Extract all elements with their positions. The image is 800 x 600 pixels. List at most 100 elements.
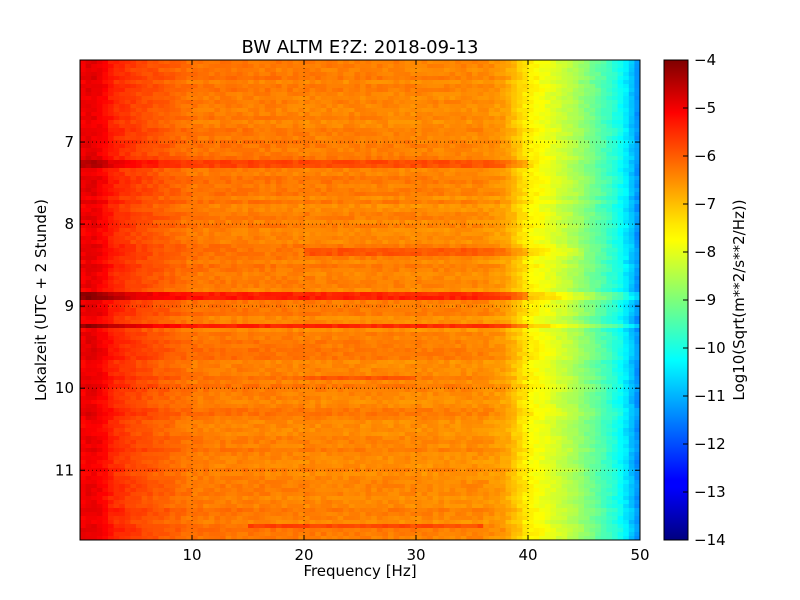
heatmap-cell — [169, 72, 176, 77]
heatmap-cell — [180, 108, 187, 113]
heatmap-cell — [348, 72, 355, 77]
heatmap-cell — [287, 84, 294, 89]
heatmap-cell — [141, 132, 148, 137]
heatmap-cell — [281, 228, 288, 233]
heatmap-cell — [522, 200, 529, 205]
heatmap-cell — [533, 72, 540, 77]
heatmap-cell — [124, 80, 131, 85]
heatmap-cell — [248, 172, 254, 177]
heatmap-cell — [298, 104, 305, 109]
heatmap-cell — [147, 112, 154, 117]
heatmap-cell — [136, 60, 142, 65]
heatmap-cell — [617, 88, 624, 93]
heatmap-cell — [589, 96, 596, 101]
heatmap-cell — [483, 148, 490, 153]
heatmap-cell — [416, 232, 422, 237]
heatmap-cell — [556, 236, 562, 241]
heatmap-cell — [595, 236, 602, 241]
heatmap-cell — [544, 216, 551, 221]
heatmap-cell — [455, 80, 462, 85]
heatmap-cell — [102, 180, 109, 185]
heatmap-cell — [208, 88, 215, 93]
heatmap-cell — [152, 236, 159, 241]
heatmap-cell — [85, 200, 92, 205]
heatmap-cell — [326, 172, 333, 177]
heatmap-cell — [276, 168, 282, 173]
heatmap-cell — [488, 244, 495, 249]
heatmap-cell — [600, 208, 607, 213]
heatmap-cell — [231, 96, 238, 101]
heatmap-cell — [225, 116, 232, 121]
heatmap-cell — [533, 220, 540, 225]
heatmap-cell — [192, 216, 198, 221]
heatmap-cell — [410, 152, 417, 157]
heatmap-cell — [259, 152, 266, 157]
heatmap-cell — [589, 92, 596, 97]
heatmap-cell — [225, 168, 232, 173]
heatmap-cell — [360, 148, 366, 153]
heatmap-cell — [348, 64, 355, 69]
heatmap-cell — [186, 196, 193, 201]
heatmap-cell — [186, 100, 193, 105]
heatmap-cell — [522, 176, 529, 181]
heatmap-cell — [80, 104, 86, 109]
heatmap-cell — [628, 184, 635, 189]
heatmap-cell — [567, 136, 574, 141]
heatmap-cell — [91, 68, 98, 73]
heatmap-cell — [572, 248, 579, 253]
heatmap-cell — [186, 152, 193, 157]
heatmap-cell — [80, 212, 86, 217]
heatmap-cell — [550, 136, 557, 141]
heatmap-cell — [259, 228, 266, 233]
heatmap-cell — [472, 240, 478, 245]
heatmap-cell — [136, 176, 142, 181]
heatmap-cell — [550, 144, 557, 149]
heatmap-cell — [332, 192, 338, 197]
heatmap-cell — [628, 224, 635, 229]
heatmap-cell — [208, 180, 215, 185]
heatmap-cell — [164, 108, 170, 113]
heatmap-cell — [595, 144, 602, 149]
heatmap-cell — [516, 256, 523, 261]
heatmap-cell — [354, 60, 361, 65]
heatmap-cell — [438, 172, 445, 177]
heatmap-cell — [438, 148, 445, 153]
heatmap-cell — [304, 112, 310, 117]
heatmap-cell — [466, 80, 473, 85]
heatmap-cell — [399, 248, 406, 253]
heatmap-cell — [276, 76, 282, 81]
heatmap-cell — [248, 224, 254, 229]
heatmap-cell — [567, 112, 574, 117]
heatmap-cell — [141, 112, 148, 117]
heatmap-cell — [124, 244, 131, 249]
heatmap-cell — [242, 176, 249, 181]
heatmap-cell — [466, 84, 473, 89]
heatmap-cell — [175, 164, 182, 169]
heatmap-cell — [270, 84, 277, 89]
heatmap-cell — [113, 148, 120, 153]
heatmap-cell — [623, 232, 630, 237]
heatmap-cell — [628, 172, 635, 177]
heatmap-cell — [298, 136, 305, 141]
heatmap-cell — [511, 80, 518, 85]
heatmap-cell — [186, 124, 193, 129]
heatmap-cell — [388, 100, 394, 105]
heatmap-cell — [612, 212, 618, 217]
heatmap-cell — [444, 212, 450, 217]
heatmap-cell — [298, 68, 305, 73]
heatmap-cell — [281, 80, 288, 85]
heatmap-cell — [85, 240, 92, 245]
heatmap-cell — [371, 148, 378, 153]
heatmap-cell — [169, 108, 176, 113]
heatmap-cell — [287, 224, 294, 229]
heatmap-cell — [421, 212, 428, 217]
heatmap-cell — [332, 164, 338, 169]
heatmap-cell — [589, 200, 596, 205]
heatmap-cell — [141, 84, 148, 89]
heatmap-cell — [623, 236, 630, 241]
heatmap-cell — [315, 176, 322, 181]
heatmap-cell — [623, 156, 630, 161]
heatmap-cell — [360, 108, 366, 113]
heatmap-cell — [348, 244, 355, 249]
heatmap-cell — [136, 172, 142, 177]
